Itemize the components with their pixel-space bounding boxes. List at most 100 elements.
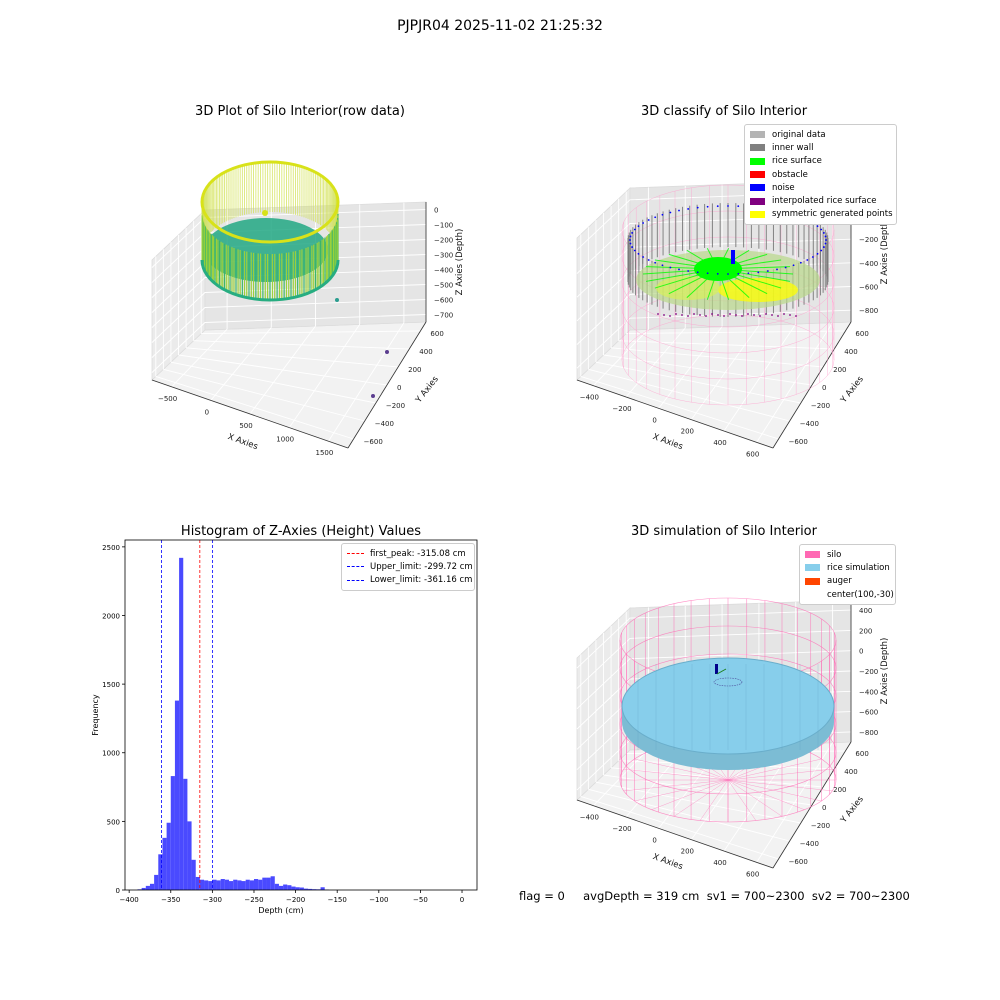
histogram-bar <box>233 879 238 890</box>
simulation-geometry <box>619 597 837 823</box>
histogram-bar <box>183 778 188 890</box>
silo-floor-spoke <box>727 779 783 817</box>
y-gridline <box>186 347 399 368</box>
y-tick-label: 2000 <box>102 612 120 620</box>
histogram-bar <box>258 879 263 890</box>
rice-surface-ray <box>686 249 719 270</box>
interpolated-point <box>729 313 731 315</box>
interpolated-point <box>711 313 713 315</box>
y-tick-label: −600 <box>789 438 808 446</box>
interpolated-point <box>663 314 665 316</box>
legend-item-auger: auger <box>805 575 889 588</box>
interpolated-point <box>669 315 671 317</box>
z-gridline <box>576 309 852 369</box>
histogram-bar <box>291 886 296 890</box>
z-axis-title: Z Axies (Depth) <box>880 218 890 285</box>
z-gridline <box>576 609 852 669</box>
auger-arrow <box>716 668 727 675</box>
noise-point <box>629 239 631 241</box>
interpolated-point <box>657 313 659 315</box>
y-tick-label: −400 <box>375 420 394 428</box>
y-tick-label: −400 <box>800 420 819 428</box>
x-axis-line <box>151 379 349 449</box>
y-axis-line <box>347 321 427 449</box>
silo-floor-spoke <box>727 779 757 821</box>
raw-point-cloud <box>200 160 389 398</box>
interpolated-point <box>747 313 749 315</box>
rice-surface-ray <box>717 259 782 270</box>
z-tick-label: −200 <box>859 236 878 244</box>
y-gridline <box>155 375 354 440</box>
histogram-bar <box>199 879 205 890</box>
noise-point <box>784 266 787 269</box>
y-tick-label: 600 <box>855 330 868 338</box>
silo-floor-spoke <box>727 779 833 792</box>
outlier-point <box>385 350 389 354</box>
y-gridline <box>611 347 824 368</box>
raw-3d-plot: −500 0 500 1000 1500 600 400 200 0 −200 −400 −600 0 −… <box>151 160 465 457</box>
histogram-chart: −400 −350 −300 −250 −200 −150 −100 −50 0 0 500 1000… <box>91 539 478 915</box>
noise-point <box>654 216 657 219</box>
y-tick-label: 600 <box>430 330 443 338</box>
x-tick-label: 600 <box>746 870 759 878</box>
x-tick-label: 0 <box>652 416 656 424</box>
rice-surface-ray <box>706 248 719 270</box>
rice-surface-ray <box>645 268 719 282</box>
noise-point <box>811 256 814 258</box>
noise-point <box>820 228 823 231</box>
rice-surface-ray <box>654 268 719 289</box>
symmetric-generated-points <box>718 278 798 302</box>
legend-swatch <box>750 144 765 152</box>
legend-line <box>347 579 364 581</box>
silo-floor-spoke <box>699 779 729 821</box>
legend-swatch <box>750 197 765 205</box>
x-tick-label: 1000 <box>276 436 294 444</box>
y-gridline <box>580 795 779 860</box>
x-tick-label: −350 <box>161 896 180 904</box>
x-tick-label: −400 <box>580 394 599 402</box>
histogram-bars <box>137 557 329 890</box>
rice-surface-ray <box>717 268 768 295</box>
x-tick-label: 200 <box>681 428 694 436</box>
noise-point <box>629 235 632 238</box>
x-tick-label: −150 <box>328 896 347 904</box>
z-tick-label: −100 <box>434 222 453 230</box>
z-tick-label: 0 <box>859 648 863 656</box>
x-tick-label: 600 <box>746 450 759 458</box>
center-marker <box>713 677 743 687</box>
histogram-bar <box>278 885 284 890</box>
rice-surface-ray <box>654 259 719 270</box>
histogram-bar <box>191 859 196 890</box>
interpolated-point <box>795 315 797 317</box>
histogram-bar <box>166 822 171 890</box>
legend-swatch <box>805 564 820 572</box>
x-tick-label: −400 <box>580 814 599 822</box>
z-gridline <box>151 299 427 358</box>
classify-legend: original data inner wall rice surface ob… <box>744 124 897 226</box>
rice-surface-ray <box>686 268 719 299</box>
x-axis-title: Depth (cm) <box>258 906 303 915</box>
noise-point <box>654 261 657 264</box>
noise-point <box>631 246 634 248</box>
histogram-bar <box>208 881 213 890</box>
legend-swatch <box>750 210 765 218</box>
y-gridline <box>618 340 835 350</box>
silo-floor-spoke <box>727 779 805 810</box>
x-tick-label: −300 <box>203 896 222 904</box>
y-tick-label: −200 <box>811 402 830 410</box>
noise-point <box>825 239 827 241</box>
silo-floor-spoke <box>634 758 729 781</box>
legend-swatch <box>805 591 820 598</box>
rice-surface-ray <box>717 268 750 299</box>
z-tick-label: 400 <box>859 607 872 615</box>
histogram-bar <box>241 881 246 890</box>
noise-point <box>647 219 650 221</box>
legend-item-interpolated-rice-surface: interpolated rice surface <box>750 194 890 207</box>
legend-item-original-data: original data <box>750 128 890 141</box>
x-tick-label: −200 <box>612 405 631 413</box>
legend-line <box>347 566 364 568</box>
x-tick-label: −500 <box>158 395 177 403</box>
noise-point <box>631 232 634 234</box>
noise-point <box>678 209 680 212</box>
histogram-bar <box>303 888 309 890</box>
